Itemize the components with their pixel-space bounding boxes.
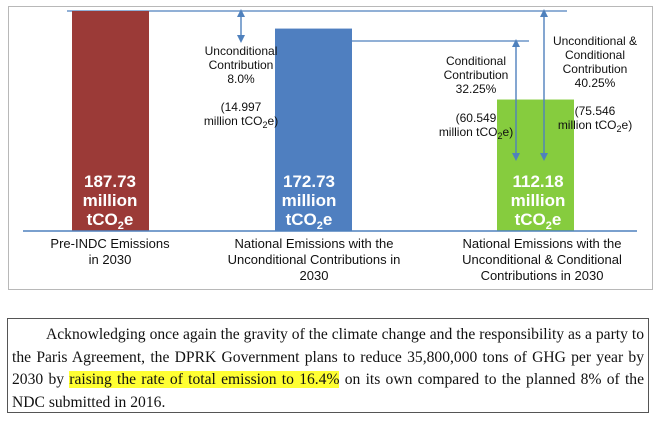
annotation-combined: Unconditional & Conditional Contribution… bbox=[553, 34, 637, 134]
annotation-label: Unconditional bbox=[205, 44, 278, 58]
bar-label-number: 112.18 bbox=[512, 172, 563, 191]
category-label-line: Unconditional Contributions in bbox=[228, 252, 401, 267]
category-label-line: Pre-INDC Emissions bbox=[50, 236, 170, 251]
annotation-unconditional: Unconditional Contribution 8.0% (14.997 … bbox=[204, 44, 278, 130]
bar-label-number: 187.73 bbox=[84, 172, 136, 191]
bar-label-number: 172.73 bbox=[283, 172, 335, 191]
annotation-amount-unit: million tCO2e) bbox=[204, 114, 278, 130]
annotation-amount: (75.546 bbox=[575, 104, 616, 118]
annotation-percent: 8.0% bbox=[227, 72, 255, 86]
category-label-line: Contributions in 2030 bbox=[481, 268, 604, 283]
bar-label-unit-word: million bbox=[282, 191, 337, 210]
statement-paragraph: Acknowledging once again the gravity of … bbox=[12, 324, 644, 414]
category-label-line: National Emissions with the bbox=[235, 236, 394, 251]
annotation-label-3: Contribution bbox=[563, 62, 628, 76]
category-label-line: 2030 bbox=[300, 268, 329, 283]
category-label-unconditional: National Emissions with the Unconditiona… bbox=[228, 236, 401, 283]
annotation-label: Unconditional & bbox=[553, 34, 637, 48]
annotation-label-2: Contribution bbox=[444, 68, 509, 82]
statement-box: Acknowledging once again the gravity of … bbox=[7, 318, 649, 413]
bar-pre-indc bbox=[72, 11, 149, 231]
category-label-line: National Emissions with the bbox=[463, 236, 622, 251]
chart-svg: 187.73 million tCO2e 172.73 million tCO2… bbox=[23, 9, 637, 283]
bar-unconditional-conditional bbox=[497, 99, 574, 231]
highlighted-statement: raising the rate of total emission to 16… bbox=[69, 371, 340, 388]
annotation-label-2: Conditional bbox=[565, 48, 625, 62]
chart-panel: 187.73 million tCO2e 172.73 million tCO2… bbox=[8, 6, 653, 290]
category-label-unconditional-conditional: National Emissions with the Unconditiona… bbox=[462, 236, 622, 283]
bar-label-unit: tCO2e bbox=[286, 210, 333, 232]
annotation-percent: 32.25% bbox=[456, 82, 497, 96]
bar-unconditional bbox=[275, 28, 352, 232]
category-label-line: Unconditional & Conditional bbox=[462, 252, 622, 267]
annotation-label-2: Contribution bbox=[209, 58, 274, 72]
annotation-amount: (14.997 bbox=[221, 100, 262, 114]
bar-label-pre-indc: 187.73 million tCO2e bbox=[83, 172, 138, 232]
bar-label-unit: tCO2e bbox=[515, 210, 562, 232]
statement-text-before: Acknowledging once again the gravity of … bbox=[12, 326, 644, 388]
bar-label-unit-word: million bbox=[83, 191, 138, 210]
statement-text-after: on its own compared to the planned 8% of… bbox=[12, 371, 645, 411]
bar-label-unit-word: million bbox=[511, 191, 566, 210]
category-label-pre-indc: Pre-INDC Emissions in 2030 bbox=[50, 236, 170, 267]
bar-label-unconditional-conditional: 112.18 million tCO2e bbox=[511, 172, 566, 232]
annotation-amount-unit: million tCO2e) bbox=[439, 125, 513, 141]
bar-label-unit: tCO2e bbox=[87, 210, 134, 232]
annotation-conditional: Conditional Contribution 32.25% (60.549 … bbox=[439, 54, 513, 141]
annotation-amount-unit: million tCO2e) bbox=[558, 118, 632, 134]
annotation-label: Conditional bbox=[446, 54, 506, 68]
bar-label-unconditional: 172.73 million tCO2e bbox=[282, 172, 337, 232]
annotation-amount: (60.549 bbox=[456, 111, 497, 125]
category-label-line: in 2030 bbox=[89, 252, 132, 267]
annotation-percent: 40.25% bbox=[575, 76, 616, 90]
